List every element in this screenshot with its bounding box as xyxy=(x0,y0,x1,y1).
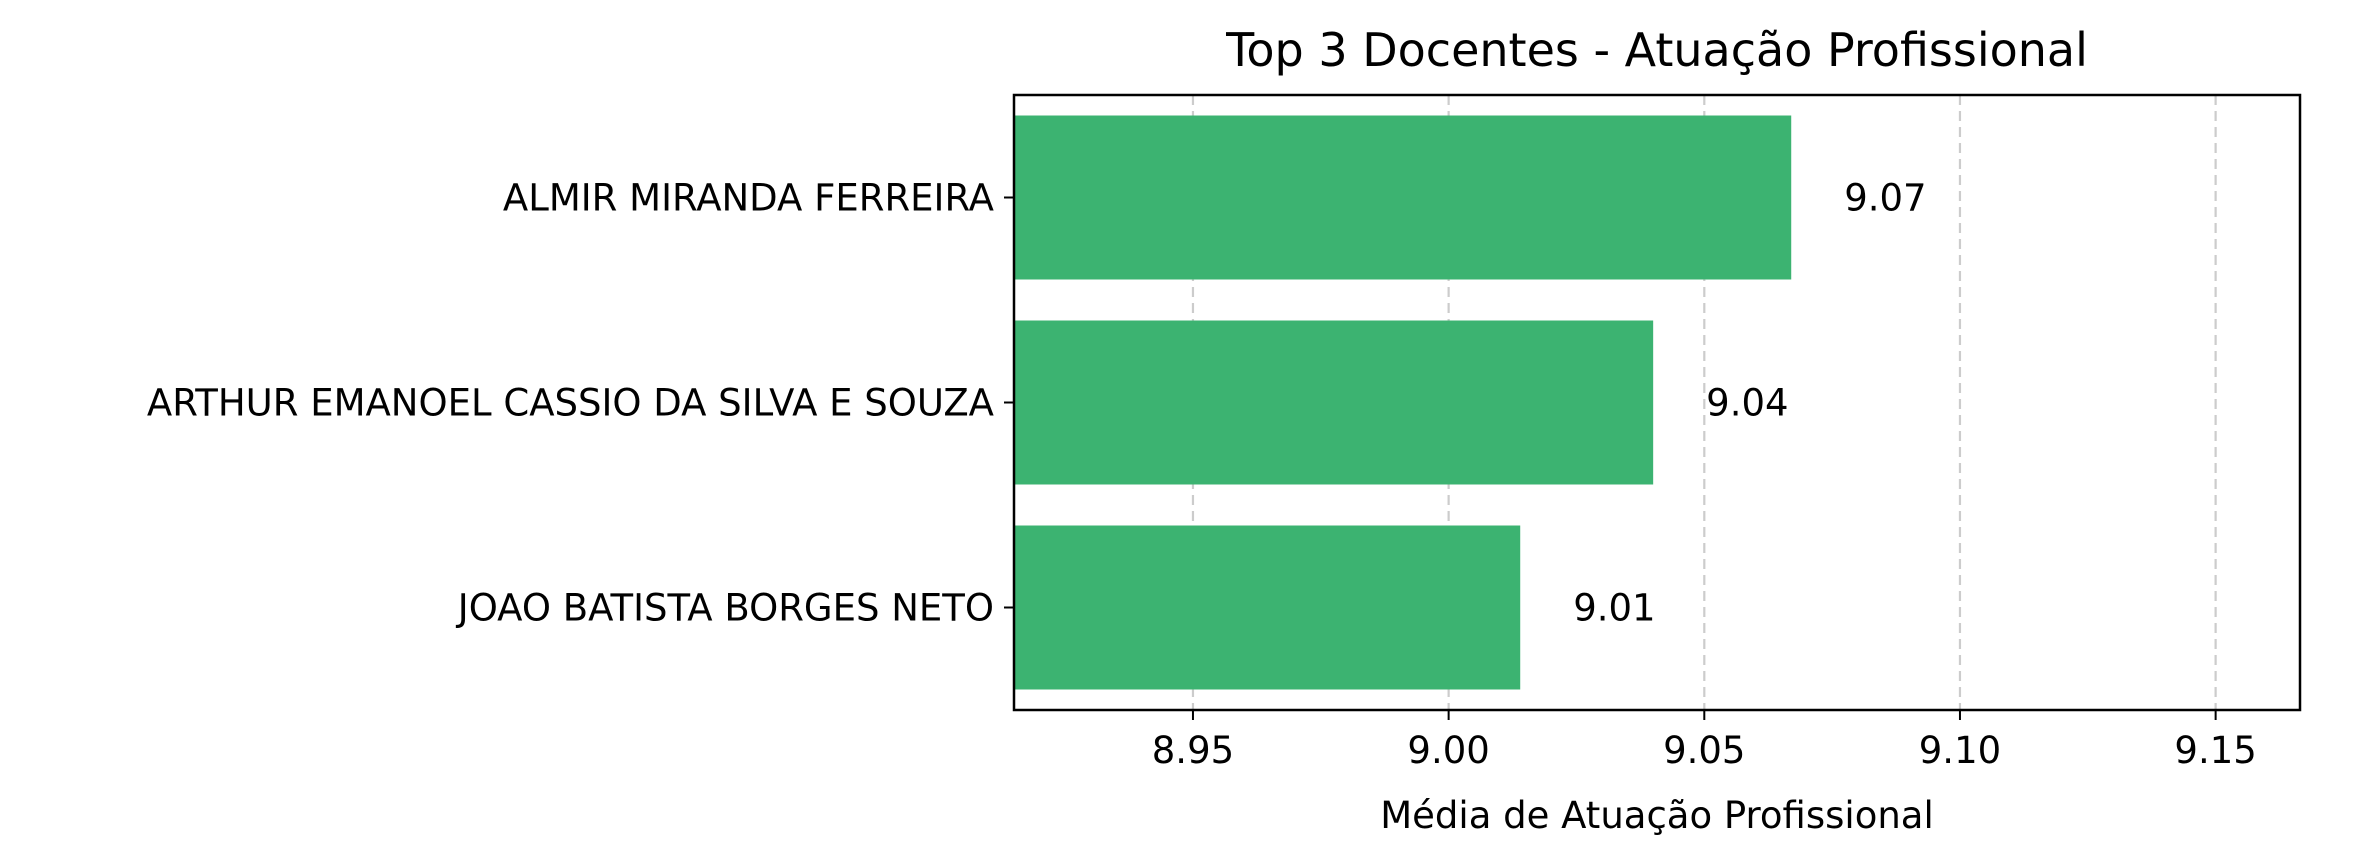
bar-value-label: 9.01 xyxy=(1573,587,1655,630)
x-tick-label: 9.00 xyxy=(1407,729,1489,772)
x-axis-label: Média de Atuação Profissional xyxy=(1380,794,1933,837)
x-tick-label: 9.10 xyxy=(1919,729,2001,772)
chart-title: Top 3 Docentes - Atuação Profissional xyxy=(1225,23,2088,77)
bar-value-label: 9.04 xyxy=(1706,382,1788,425)
x-tick-label: 9.05 xyxy=(1663,729,1745,772)
bar xyxy=(1014,320,1654,485)
bar xyxy=(1014,115,1792,280)
y-tick-label: JOAO BATISTA BORGES NETO xyxy=(456,587,994,630)
tick-layer: 8.95 9.00 9.05 9.10 9.15 ALMIR MIRANDA FERREI… xyxy=(147,177,2257,773)
y-tick-label: ARTHUR EMANOEL CASSIO DA SILVA E SOUZA xyxy=(147,382,994,425)
bar-layer xyxy=(1014,115,1792,690)
bar xyxy=(1014,525,1521,690)
bar-value-label: 9.07 xyxy=(1844,177,1926,220)
x-tick-label: 9.15 xyxy=(2174,729,2256,772)
x-tick-label: 8.95 xyxy=(1152,729,1234,772)
y-tick-label: ALMIR MIRANDA FERREIRA xyxy=(503,177,994,220)
